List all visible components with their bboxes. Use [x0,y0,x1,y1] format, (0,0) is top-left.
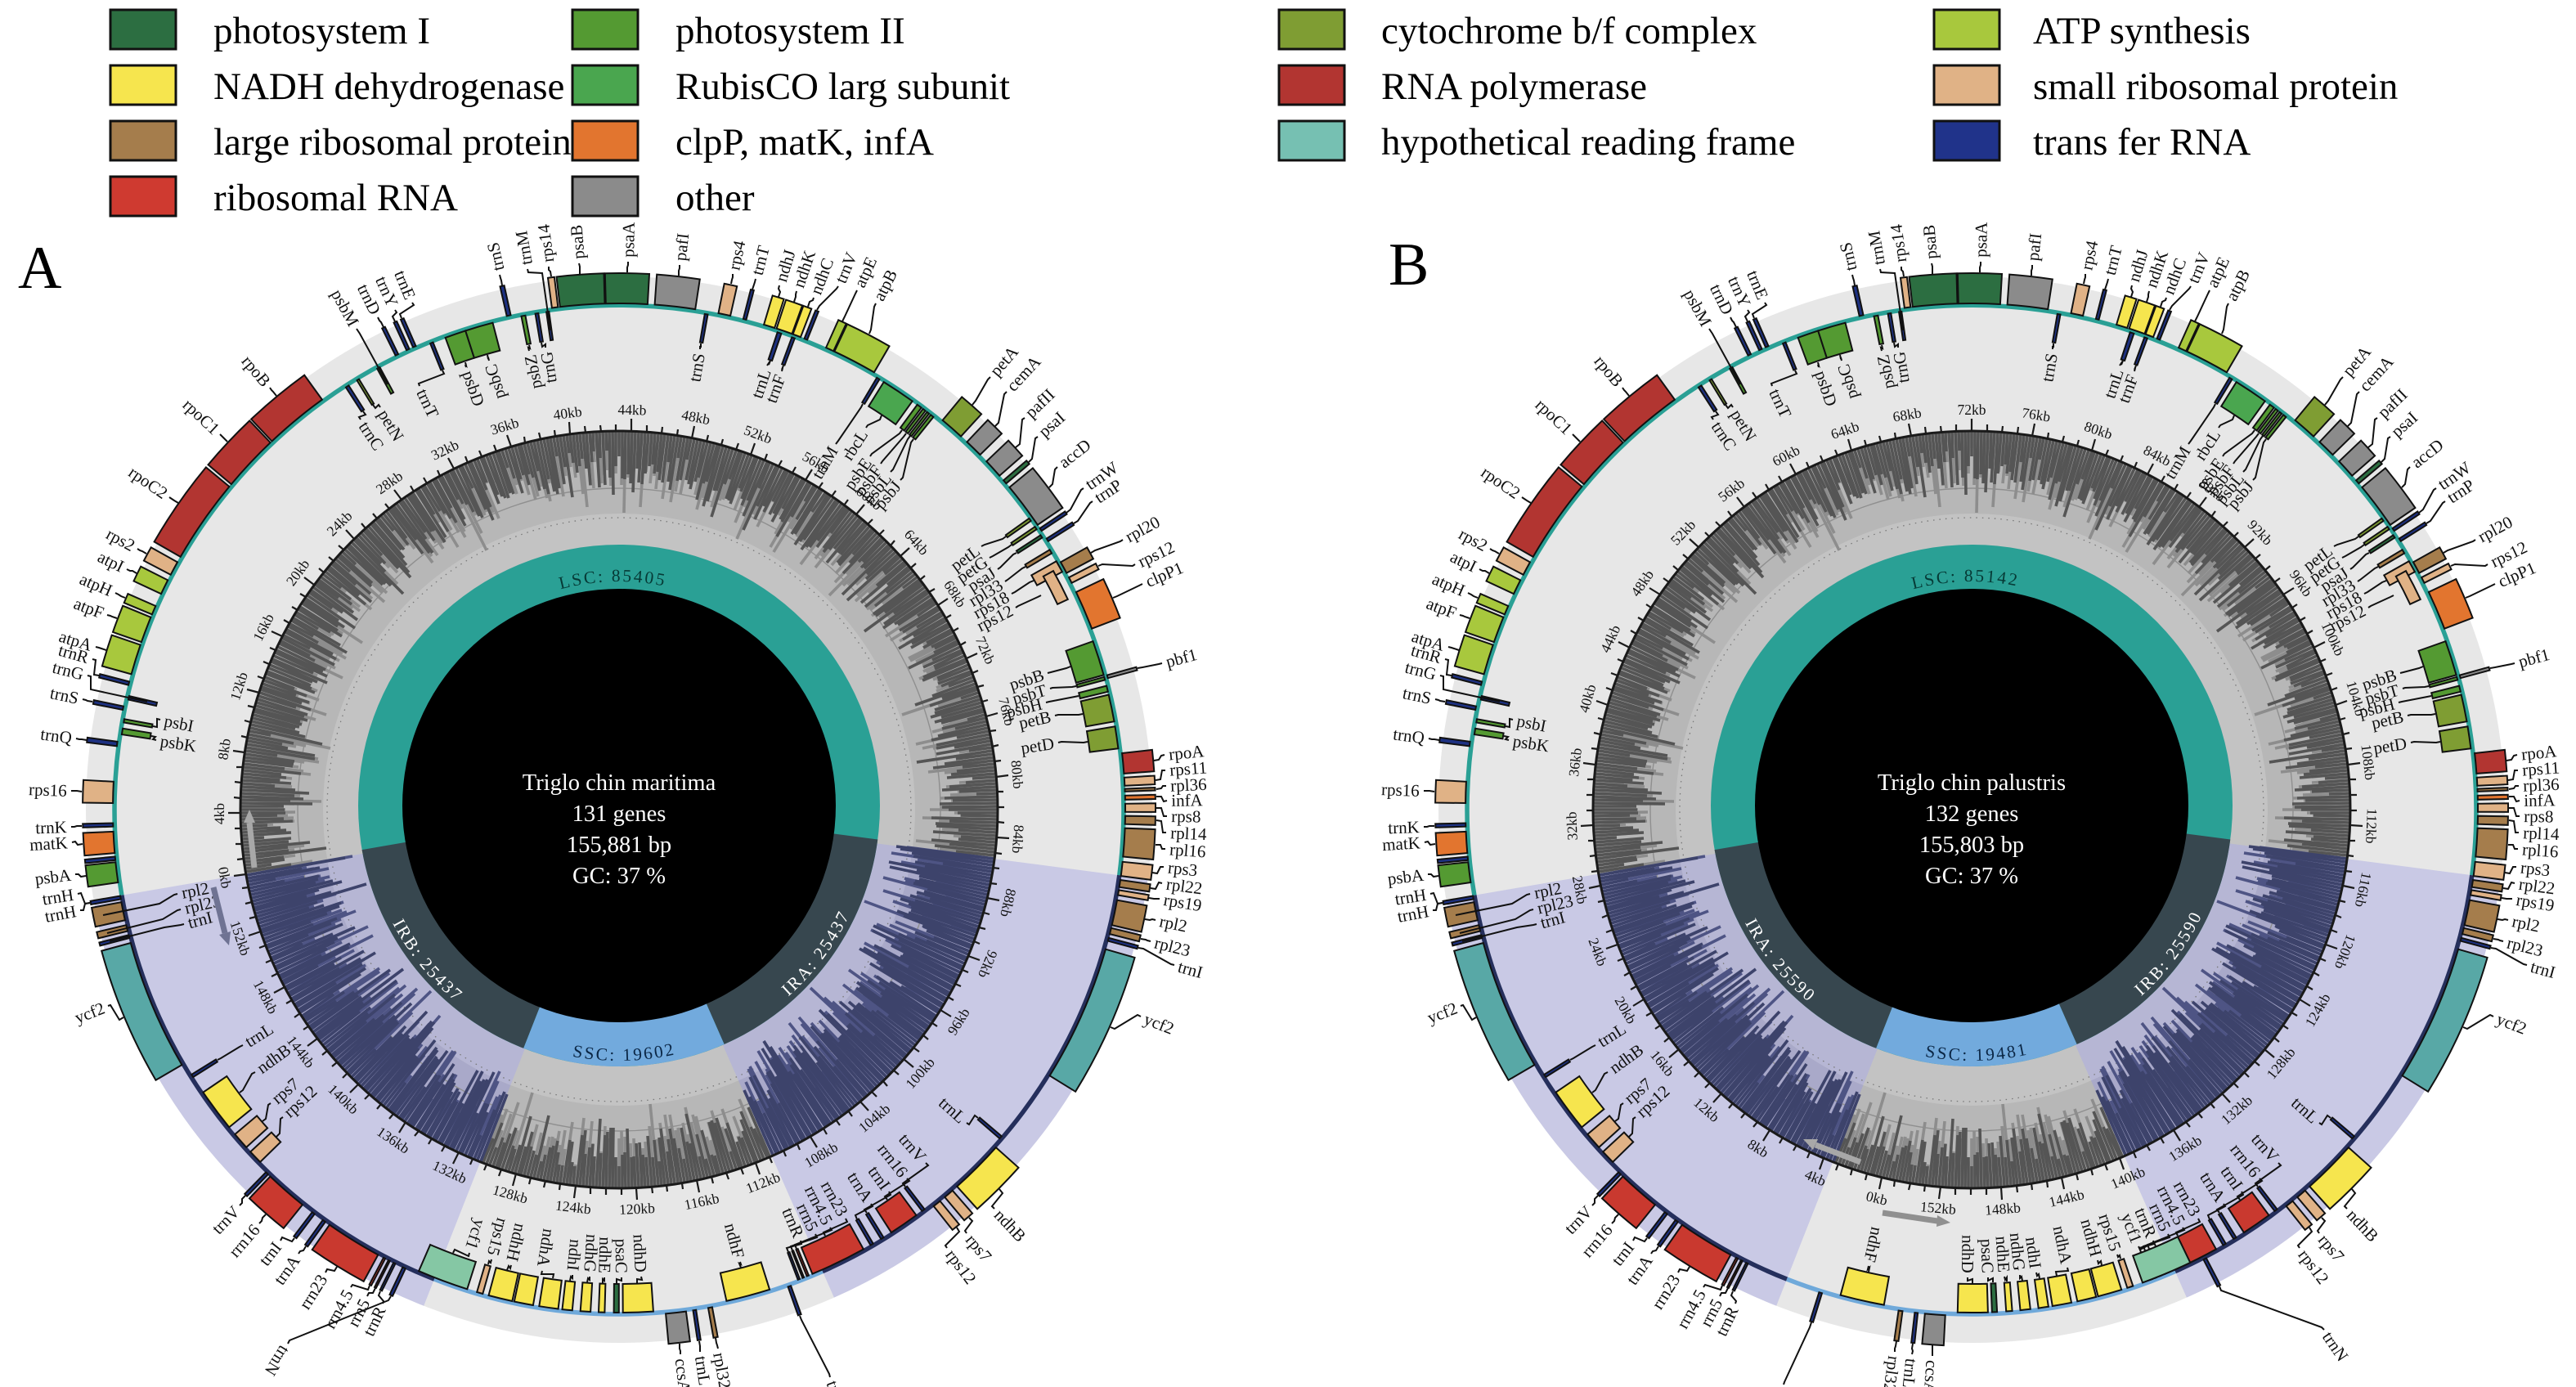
svg-text:rpl14: rpl14 [1165,823,1207,844]
svg-text:ndhG: ndhG [580,1233,602,1277]
svg-text:hypothetical reading frame: hypothetical reading frame [1381,121,1795,164]
svg-text:psbA: psbA [1386,864,1429,889]
svg-text:ccsA: ccsA [671,1353,694,1387]
svg-text:152kb: 152kb [1919,1198,1957,1218]
svg-text:trans fer RNA: trans fer RNA [2033,121,2251,164]
svg-text:psaB: psaB [567,224,589,264]
svg-text:rps3: rps3 [1163,857,1199,880]
svg-text:ndhE: ndhE [595,1237,616,1277]
svg-text:120kb: 120kb [619,1200,656,1218]
svg-text:psaC: psaC [1977,1238,1998,1277]
svg-text:rps8: rps8 [2520,806,2554,827]
svg-text:pafI: pafI [2022,232,2045,266]
svg-text:80kb: 80kb [1008,760,1027,790]
svg-text:small ribosomal protein: small ribosomal protein [2033,65,2398,108]
svg-text:trnQ: trnQ [39,724,77,747]
svg-text:ndhI: ndhI [563,1238,586,1276]
svg-text:RNA polymerase: RNA polymerase [1381,65,1647,108]
svg-text:infA: infA [1167,790,1204,810]
svg-text:36kb: 36kb [1565,747,1585,777]
svg-text:32kb: 32kb [1563,811,1580,841]
svg-text:ccsA: ccsA [1920,1355,1942,1387]
svg-text:4kb: 4kb [211,803,227,825]
svg-text:pafI: pafI [670,232,693,266]
svg-text:155,881 bp: 155,881 bp [567,833,671,858]
svg-text:other: other [675,177,755,219]
svg-text:rpoA: rpoA [2516,741,2558,765]
svg-text:A: A [18,235,61,302]
svg-text:psaA: psaA [1971,222,1991,263]
svg-text:psbA: psbA [34,864,76,889]
svg-text:psaA: psaA [618,222,639,263]
svg-text:8kb: 8kb [214,737,234,761]
svg-text:rpl36: rpl36 [2518,774,2560,796]
svg-text:Triglo chin maritima: Triglo chin maritima [523,770,716,796]
svg-text:0kb: 0kb [215,865,235,890]
svg-text:rpl36: rpl36 [1165,774,1207,796]
svg-text:ATP synthesis: ATP synthesis [2033,10,2251,52]
svg-text:132 genes: 132 genes [1925,801,2019,827]
svg-text:GC: 37 %: GC: 37 % [572,864,666,889]
svg-text:rps3: rps3 [2515,857,2551,880]
svg-text:RubisCO larg subunit: RubisCO larg subunit [675,65,1010,108]
svg-text:GC: 37 %: GC: 37 % [1925,864,2018,889]
svg-text:trnK: trnK [1388,817,1424,837]
svg-text:trnL: trnL [1899,1353,1922,1387]
svg-text:ribosomal RNA: ribosomal RNA [213,177,458,219]
svg-text:rps16: rps16 [29,779,72,801]
svg-text:ndhD: ndhD [1958,1235,1977,1277]
svg-text:rpl16: rpl16 [2517,839,2559,861]
svg-text:trnQ: trnQ [1392,724,1429,747]
svg-text:trnK: trnK [35,817,71,837]
svg-text:44kb: 44kb [617,401,647,418]
svg-text:131 genes: 131 genes [572,801,666,827]
svg-text:40kb: 40kb [552,403,583,423]
svg-text:B: B [1389,231,1429,298]
svg-text:rps11: rps11 [2517,757,2560,780]
svg-text:matK: matK [1381,833,1425,855]
svg-text:rpl14: rpl14 [2518,823,2560,844]
svg-text:ndhE: ndhE [1991,1236,2013,1277]
svg-text:psaB: psaB [1919,224,1941,264]
svg-text:rpoA: rpoA [1164,741,1205,765]
svg-text:matK: matK [29,833,72,855]
svg-text:photosystem I: photosystem I [213,10,430,52]
svg-text:psaC: psaC [612,1239,631,1277]
svg-text:rps8: rps8 [1167,806,1201,827]
svg-text:rpl16: rpl16 [1165,839,1206,861]
svg-text:rps11: rps11 [1165,757,1208,780]
svg-text:photosystem II: photosystem II [675,10,905,52]
svg-text:cytochrome b/f complex: cytochrome b/f complex [1381,10,1757,52]
svg-text:Triglo chin palustris: Triglo chin palustris [1878,770,2066,796]
svg-text:trnN: trnN [1763,1381,1793,1387]
svg-text:148kb: 148kb [1984,1199,2021,1218]
svg-text:155,803 bp: 155,803 bp [1919,833,2024,858]
svg-text:clpP, matK, infA: clpP, matK, infA [675,121,934,164]
svg-text:ndhG: ndhG [2006,1232,2030,1276]
svg-text:infA: infA [2520,790,2556,810]
svg-text:72kb: 72kb [1958,402,1986,418]
svg-text:112kb: 112kb [2363,808,2381,844]
svg-text:NADH dehydrogenase: NADH dehydrogenase [213,65,564,108]
svg-text:84kb: 84kb [1009,824,1028,855]
svg-text:rps16: rps16 [1381,779,1425,801]
svg-text:large ribosomal protein: large ribosomal protein [213,121,572,164]
svg-text:ndhD: ndhD [630,1234,651,1277]
